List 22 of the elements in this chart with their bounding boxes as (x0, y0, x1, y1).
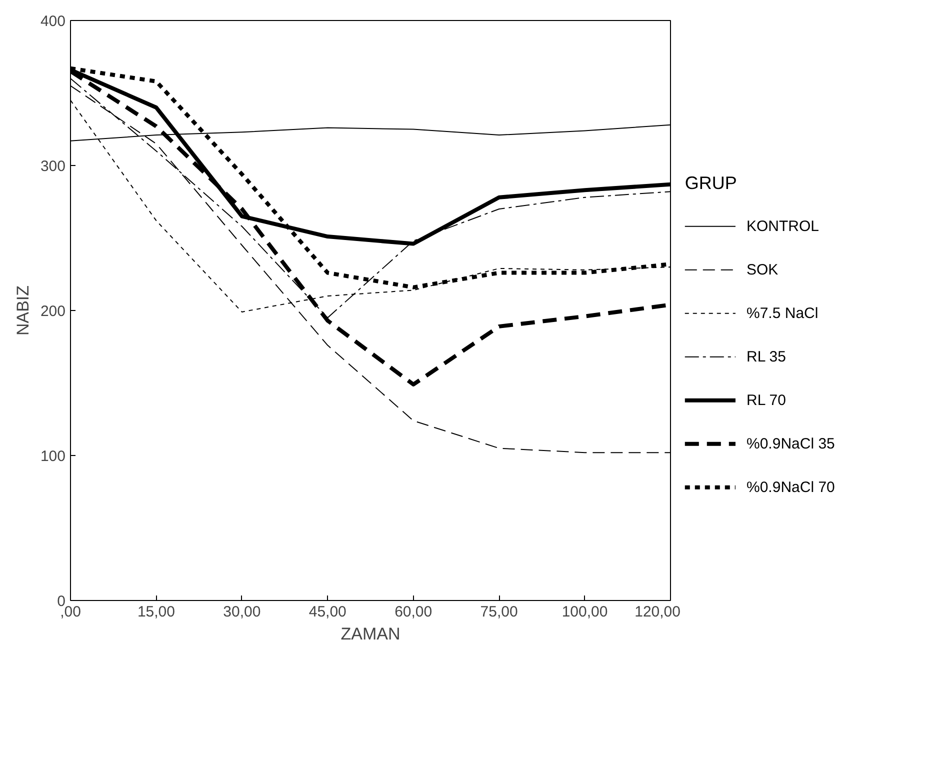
y-axis-title: NABIZ (13, 285, 32, 336)
y-tick-label: 0 (57, 593, 66, 610)
x-tick-label: 45,00 (308, 604, 346, 620)
y-tick-label: 300 (40, 158, 66, 175)
legend-label: %0.9NaCl 35 (746, 435, 835, 452)
x-tick-label: 15,00 (137, 604, 175, 620)
legend-label: KONTROL (746, 218, 820, 235)
x-tick-label: 60,00 (394, 604, 432, 620)
y-tick-label: 400 (40, 13, 66, 30)
y-tick-label: 100 (40, 448, 66, 465)
x-axis-title: ZAMAN (340, 624, 400, 644)
x-tick-label: 30,00 (223, 604, 261, 620)
x-tick-label: 120,00 (634, 604, 681, 620)
legend-label: RL 70 (746, 392, 786, 409)
x-tick-label: 75,00 (480, 604, 518, 620)
legend-label: %7.5 NaCl (746, 304, 818, 322)
y-tick-label: 200 (40, 303, 66, 320)
legend-label: RL 35 (746, 348, 786, 366)
x-tick-label: 100,00 (562, 604, 608, 620)
legend-label: SOK (746, 261, 778, 278)
legend-title: GRUP (684, 172, 737, 193)
legend-label: %0.9NaCl 70 (746, 478, 835, 496)
